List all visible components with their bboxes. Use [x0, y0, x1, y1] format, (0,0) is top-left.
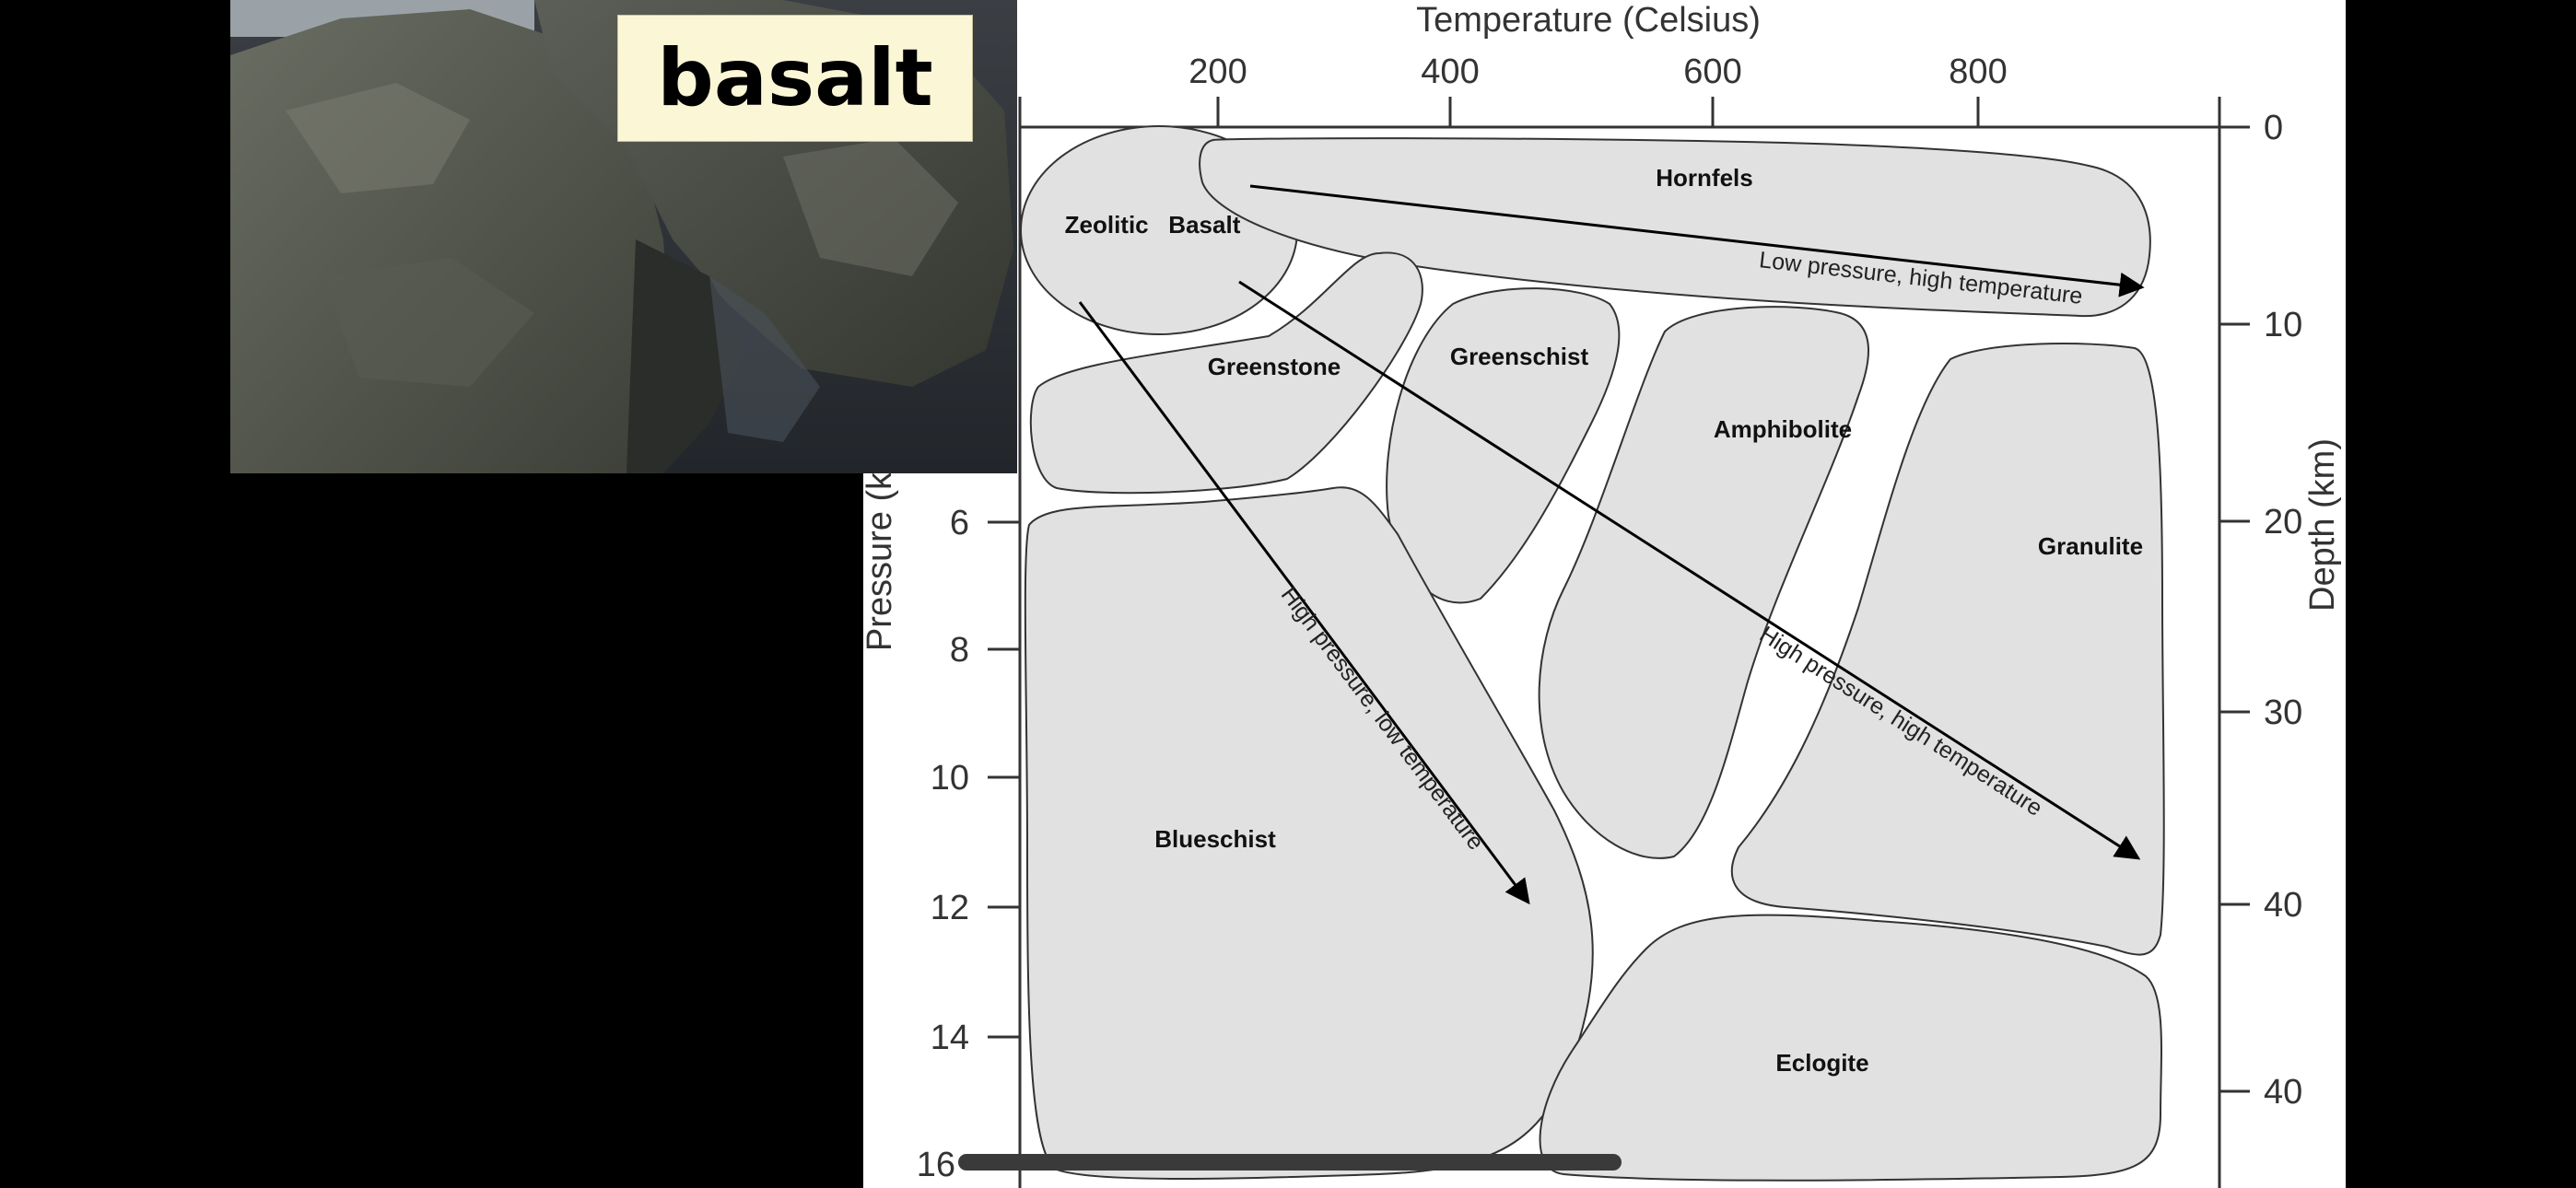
greenschist-label: Greenschist	[1450, 343, 1589, 370]
depth-tick-label: 10	[2264, 306, 2302, 344]
x-tick-label: 200	[1188, 52, 1247, 91]
pressure-tick-label: 6	[950, 504, 969, 542]
depth-tick-label: 40	[2264, 1073, 2302, 1112]
granulite-label: Granulite	[2038, 532, 2143, 560]
high-pressure-high-temperature-arrow	[1238, 280, 2141, 860]
left-axis-ticks	[965, 520, 1020, 1166]
x-axis-ticks	[1216, 97, 1980, 127]
pressure-tick-label: 10	[931, 759, 969, 798]
greenschist-region	[1386, 287, 1621, 604]
amphibolite-region	[1538, 306, 1870, 859]
pressure-tick-label: 16	[917, 1146, 955, 1184]
right-axis-ticks	[2219, 125, 2250, 1093]
rock-name-label: basalt	[617, 15, 973, 142]
blueschist-label: Blueschist	[1154, 825, 1276, 853]
greenstone-label: Greenstone	[1208, 353, 1341, 380]
depth-tick-label: 30	[2264, 693, 2302, 732]
left-axis-title: Pressure (k	[863, 472, 899, 651]
eclogite-label: Eclogite	[1775, 1049, 1868, 1077]
pressure-tick-label: 14	[931, 1019, 969, 1057]
high-pressure-low-temperature-arrow	[1078, 301, 1530, 905]
x-tick-label: 400	[1421, 52, 1479, 91]
greenstone-region	[1029, 251, 1423, 495]
metamorphic-facies-diagram: Temperature (Celsius) Pressure (k Depth …	[863, 1, 2342, 1188]
amphibolite-label: Amphibolite	[1714, 415, 1852, 443]
basalt-rock-photo	[230, 0, 1017, 473]
depth-tick-label: 20	[2264, 503, 2302, 542]
horizontal-scrollbar[interactable]	[958, 1154, 1622, 1171]
depth-tick-label: 0	[2264, 109, 2283, 147]
right-axis-title: Depth (km)	[2303, 438, 2342, 611]
x-tick-label: 800	[1949, 52, 2007, 91]
pressure-tick-label: 8	[950, 631, 969, 670]
low-pressure-high-temperature-arrow	[1249, 184, 2145, 297]
depth-tick-label: 40	[2264, 886, 2302, 925]
eclogite-region	[1539, 914, 2163, 1182]
pressure-tick-label: 12	[931, 889, 969, 927]
blueschist-region	[1024, 486, 1594, 1180]
zeolitic-basalt-label: Zeolitic Basalt	[1065, 211, 1241, 239]
hornfels-label: Hornfels	[1656, 164, 1752, 192]
x-tick-label: 600	[1683, 52, 1741, 91]
x-axis-title: Temperature (Celsius)	[1416, 1, 1761, 40]
